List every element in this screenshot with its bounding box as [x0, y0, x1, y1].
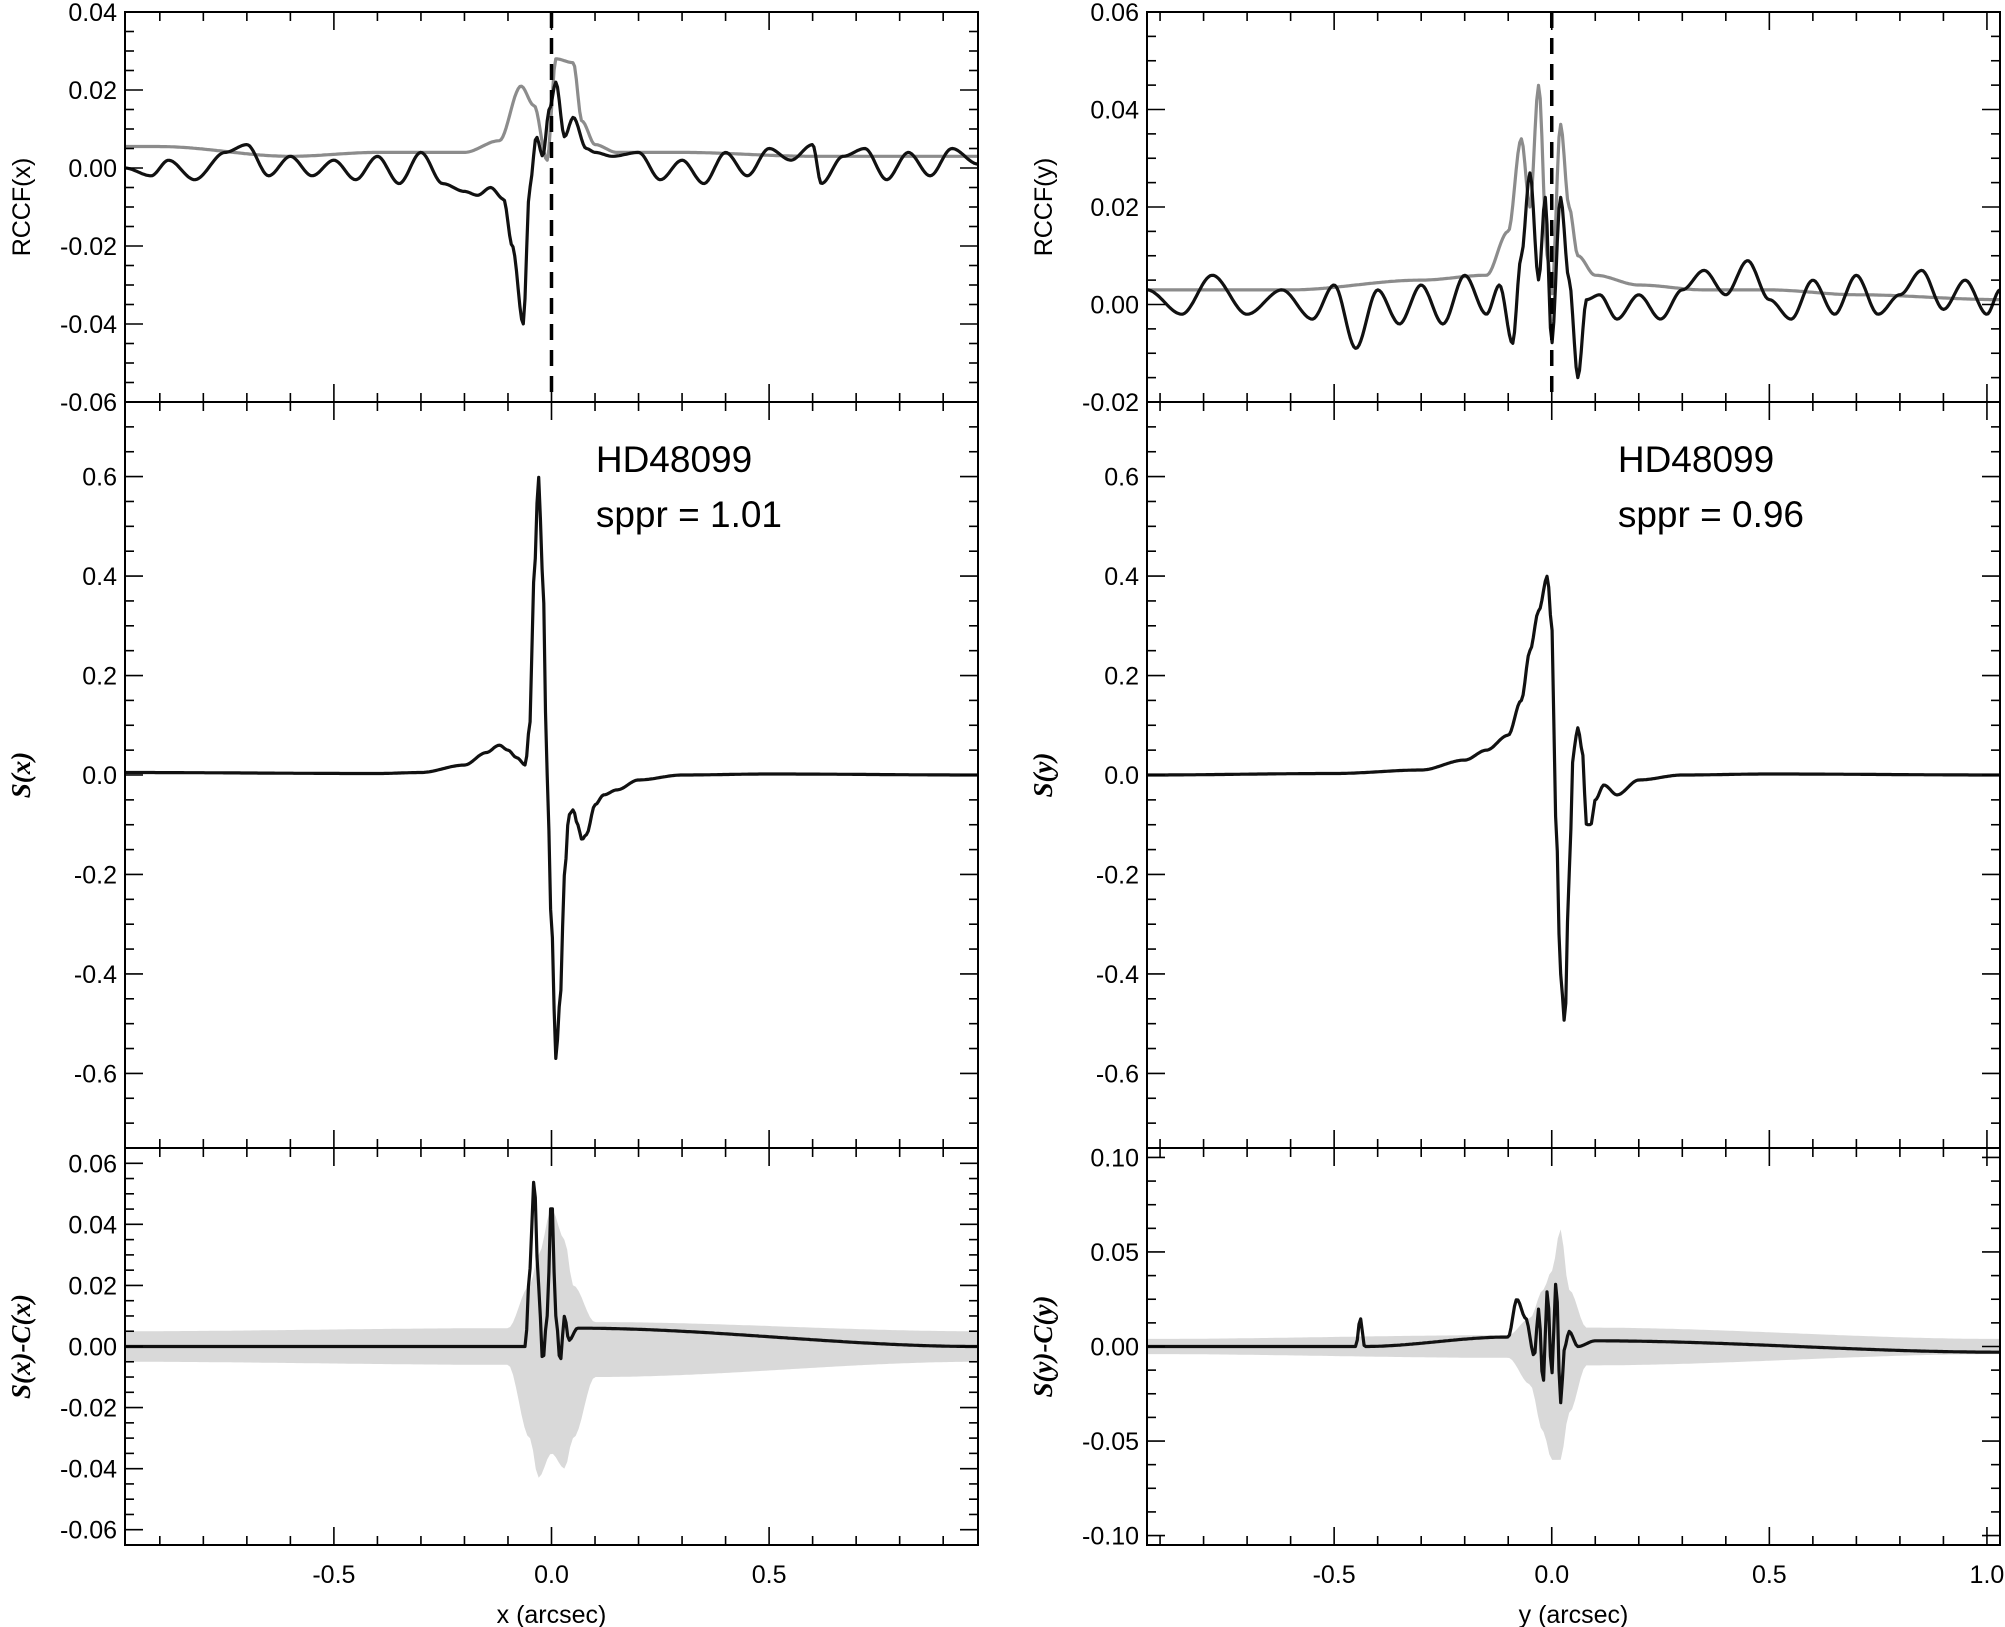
y-tick-label: 0.6 [1104, 464, 1139, 492]
y-tick-label: 0.00 [1090, 1334, 1139, 1362]
series-line-0 [1147, 1282, 2000, 1405]
uncertainty-band [125, 1210, 978, 1478]
y-tick-label: 0.0 [82, 762, 117, 790]
y-tick-label: -0.6 [74, 1060, 117, 1088]
y-tick-label: -0.06 [60, 389, 117, 417]
y-tick-label: 0.00 [1090, 292, 1139, 320]
plot-area [125, 475, 978, 1060]
plot-area [1147, 574, 2000, 1022]
series-line-0 [125, 1180, 978, 1361]
y-tick-label: -0.6 [1096, 1060, 1139, 1088]
y-tick-label: 0.2 [82, 663, 117, 691]
plot-area [125, 12, 978, 402]
y-tick-label: 0.06 [1090, 0, 1139, 27]
y-tick-label: 0.4 [82, 563, 117, 591]
y-axis-title: RCCF(y) [1030, 158, 1058, 257]
x-tick-label: 1.0 [1970, 1561, 2005, 1589]
y-tick-label: 0.6 [82, 464, 117, 492]
x-tick-label: 0.0 [534, 1561, 569, 1589]
series-line-0 [125, 57, 978, 162]
x-axis-title: x (arcsec) [497, 1601, 607, 1627]
y-tick-label: 0.2 [1104, 663, 1139, 691]
panel-left-bottom: -0.06 -0.04 -0.02 0.00 0.02 0.04 0.06 -0.5 0.0 0.… [6, 1147, 979, 1627]
y-tick-label: 0.10 [1090, 1144, 1139, 1172]
series-line-1 [1147, 171, 2000, 380]
panel-right-top: -0.02 0.00 0.02 0.04 0.06 RCCF(y) [1030, 0, 2001, 417]
plot-area [125, 1180, 978, 1478]
y-axis-title: S(y) [1028, 753, 1058, 798]
panel-right-bottom: -0.10 -0.05 0.00 0.05 0.10 -0.5 0.0 0.5 1.0 S(y)-… [1028, 1144, 2004, 1627]
y-tick-label: -0.02 [60, 1395, 117, 1423]
y-tick-label: 0.05 [1090, 1239, 1139, 1267]
x-tick-label: 0.5 [752, 1561, 787, 1589]
y-tick-label: -0.04 [60, 311, 117, 339]
y-tick-label: -0.10 [1082, 1523, 1139, 1551]
y-axis-title: S(x) [6, 752, 36, 799]
x-tick-label: -0.5 [312, 1561, 355, 1589]
y-tick-label: 0.00 [68, 155, 117, 183]
series-line-0 [1147, 83, 2000, 302]
y-axis-title: RCCF(x) [8, 158, 36, 257]
y-axis-title: S(x)-C(x) [6, 1294, 36, 1399]
y-tick-label: 0.06 [68, 1150, 117, 1178]
series-line-0 [125, 475, 978, 1060]
plot-area [1147, 1229, 2000, 1460]
y-tick-label: -0.4 [74, 961, 117, 989]
annotation-0: HD48099 [1618, 439, 1774, 480]
y-tick-label: -0.4 [1096, 961, 1139, 989]
plot-area [1147, 12, 2000, 402]
y-tick-label: -0.06 [60, 1517, 117, 1545]
y-tick-label: 0.00 [68, 1334, 117, 1362]
annotation-1: sppr = 0.96 [1618, 494, 1804, 535]
panel-left-top: -0.06 -0.04 -0.02 0.00 0.02 0.04 RCCF(x) [8, 0, 979, 417]
annotation-0: HD48099 [596, 439, 752, 480]
y-tick-label: 0.0 [1104, 762, 1139, 790]
y-tick-label: 0.02 [68, 77, 117, 105]
y-tick-label: 0.02 [68, 1272, 117, 1300]
y-tick-label: -0.04 [60, 1456, 117, 1484]
x-axis-title: y (arcsec) [1519, 1601, 1629, 1627]
x-tick-label: 0.0 [1534, 1561, 1569, 1589]
x-tick-label: -0.5 [1313, 1561, 1356, 1589]
panel-left-middle: -0.6 -0.4 -0.2 0.0 0.2 0.4 0.6 S(x) HD48099 sppr … [6, 401, 979, 1149]
y-tick-label: -0.05 [1082, 1428, 1139, 1456]
panel-right-middle: -0.6 -0.4 -0.2 0.0 0.2 0.4 0.6 S(y) HD48099 sppr … [1028, 401, 2001, 1149]
uncertainty-band [1147, 1229, 2000, 1460]
x-tick-label: 0.5 [1752, 1561, 1787, 1589]
y-tick-label: 0.04 [68, 0, 117, 27]
y-tick-label: -0.2 [1096, 861, 1139, 889]
y-axis-title: S(y)-C(y) [1028, 1296, 1058, 1398]
y-tick-label: 0.02 [1090, 194, 1139, 222]
y-tick-label: -0.2 [74, 861, 117, 889]
series-line-0 [1147, 574, 2000, 1022]
y-tick-label: -0.02 [1082, 389, 1139, 417]
annotation-1: sppr = 1.01 [596, 494, 782, 535]
y-tick-label: 0.4 [1104, 563, 1139, 591]
y-tick-label: -0.02 [60, 233, 117, 261]
y-tick-label: 0.04 [68, 1211, 117, 1239]
y-tick-label: 0.04 [1090, 97, 1139, 125]
